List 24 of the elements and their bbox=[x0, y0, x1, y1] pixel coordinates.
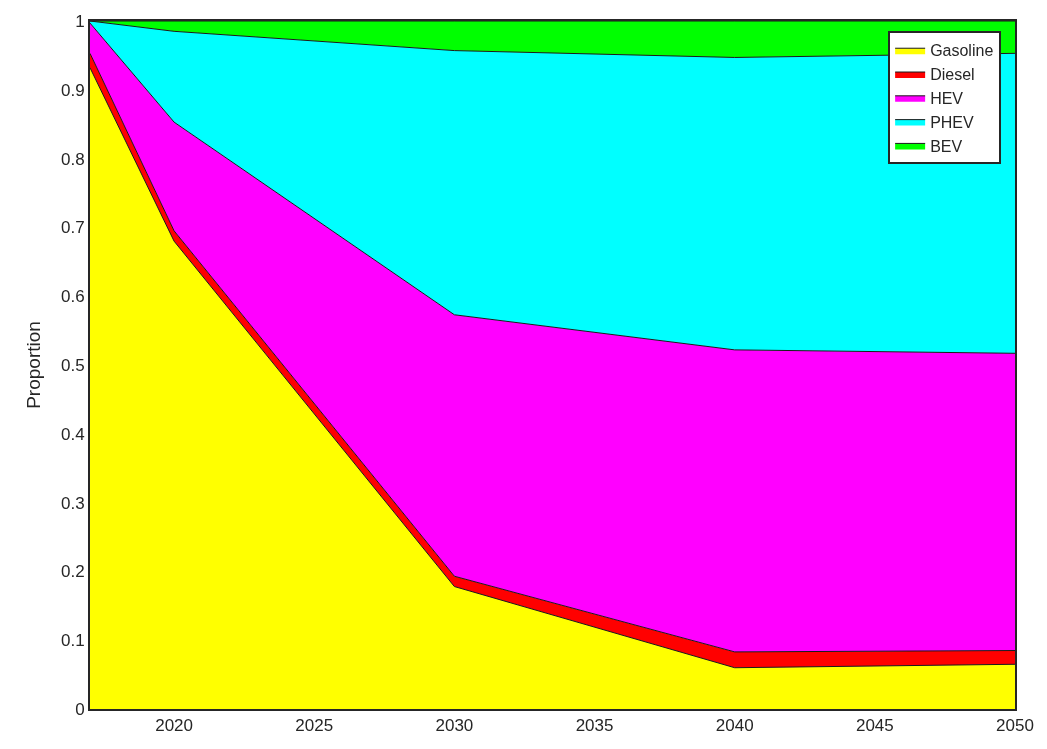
y-tick-label: 0.8 bbox=[60, 149, 85, 169]
legend-label: HEV bbox=[930, 90, 964, 108]
y-tick-label: 1 bbox=[75, 11, 85, 31]
legend-label: BEV bbox=[930, 137, 963, 155]
y-tick-label: 0.9 bbox=[60, 80, 85, 100]
x-tick-label: 2025 bbox=[295, 716, 334, 736]
x-tick-label: 2050 bbox=[996, 716, 1034, 736]
y-tick-label: 0.3 bbox=[60, 493, 85, 513]
legend-label: Diesel bbox=[930, 66, 975, 84]
x-tick-label: 2020 bbox=[155, 716, 193, 736]
y-axis-title: Proportion bbox=[23, 321, 45, 409]
x-tick-label: 2040 bbox=[715, 716, 754, 736]
y-tick-label: 0.5 bbox=[60, 355, 85, 375]
y-tick-label: 0.4 bbox=[60, 424, 85, 444]
x-tick-label: 2045 bbox=[855, 716, 894, 736]
y-tick-label: 0.7 bbox=[60, 218, 85, 238]
y-tick-label: 0 bbox=[75, 699, 85, 719]
x-tick-label: 2030 bbox=[435, 716, 474, 736]
x-tick-label: 2035 bbox=[575, 716, 614, 736]
y-tick-label: 0.1 bbox=[60, 631, 85, 651]
y-tick-label: 0.6 bbox=[60, 287, 85, 307]
legend-label: Gasoline bbox=[930, 42, 994, 60]
legend-label: PHEV bbox=[930, 113, 975, 131]
y-tick-label: 0.2 bbox=[60, 562, 85, 582]
